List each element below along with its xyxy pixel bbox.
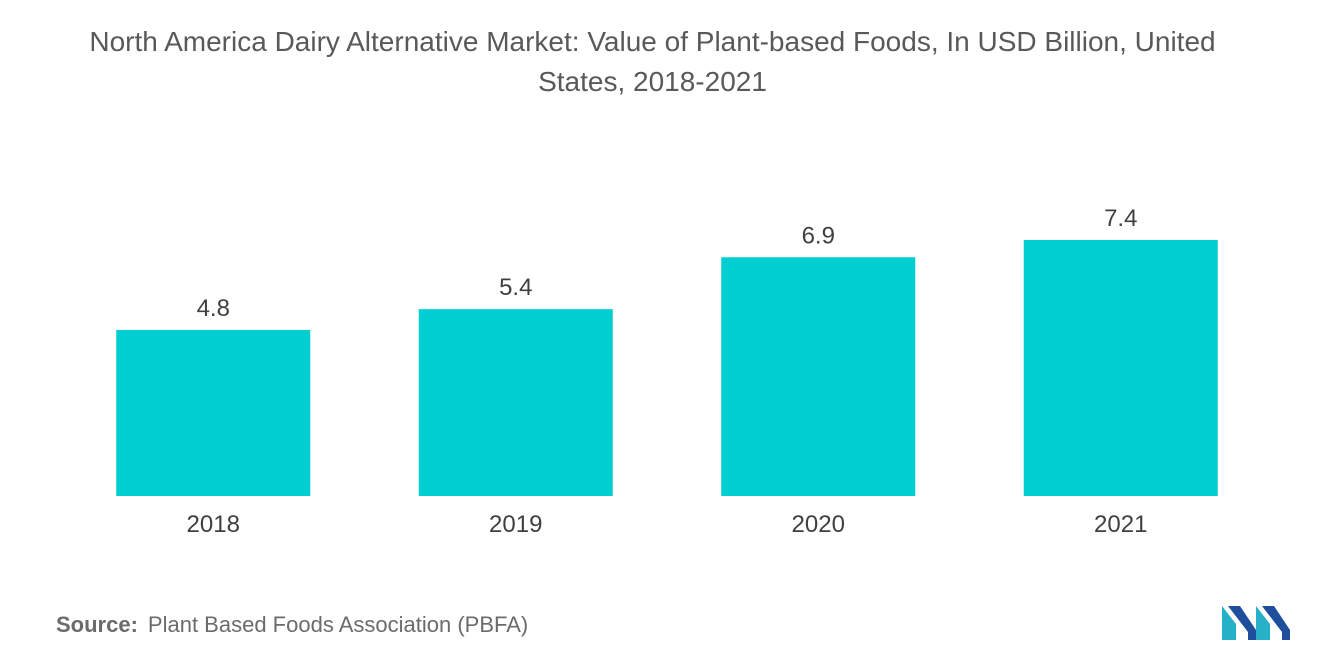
- chart-title-line-1: North America Dairy Alternative Market: …: [89, 26, 1216, 57]
- x-tick-label-2018: 2018: [187, 511, 240, 538]
- source-label: Source:: [56, 612, 138, 637]
- chart-title-line-2: States, 2018-2021: [538, 66, 767, 97]
- x-tick-label-2020: 2020: [792, 511, 845, 538]
- data-label-2021: 7.4: [1104, 205, 1137, 232]
- data-label-2019: 5.4: [499, 274, 532, 301]
- mordor-intelligence-logo-icon: [1222, 606, 1290, 640]
- x-tick-label-2021: 2021: [1094, 511, 1147, 538]
- chart-title: North America Dairy Alternative Market: …: [0, 22, 1305, 102]
- data-label-2018: 4.8: [197, 295, 230, 322]
- bar-chart: 4.8 2018 5.4 2019 6.9 2020 7.4 2021: [116, 205, 1218, 538]
- bar-2021: [1023, 239, 1218, 496]
- source-note: Source: Plant Based Foods Association (PB…: [56, 612, 528, 638]
- source-text: Plant Based Foods Association (PBFA): [147, 612, 529, 637]
- bar-2020: [721, 257, 916, 496]
- data-label-2020: 6.9: [802, 222, 835, 249]
- x-tick-label-2019: 2019: [489, 511, 542, 538]
- bar-2018: [116, 329, 311, 496]
- bar-2019: [418, 309, 613, 496]
